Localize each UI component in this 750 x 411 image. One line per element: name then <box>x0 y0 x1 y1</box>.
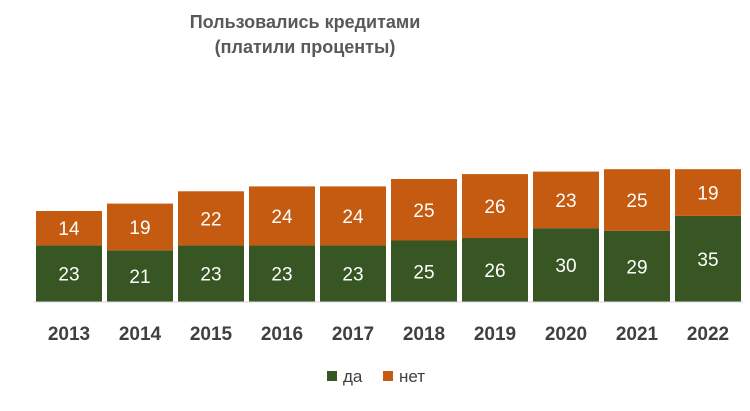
bar-net-2014 <box>107 203 173 251</box>
x-tick-label-2017: 2017 <box>332 324 374 345</box>
data-label-da-2018: 25 <box>413 262 434 283</box>
bar-net-2015 <box>178 191 244 246</box>
bar-net-2022 <box>675 169 741 216</box>
bar-da-2020 <box>533 228 599 302</box>
bar-da-2016 <box>249 245 315 302</box>
data-label-da-2016: 23 <box>271 265 292 286</box>
chart-title: Пользовались кредитами (платили проценты… <box>190 12 421 57</box>
bar-da-2015 <box>178 245 244 302</box>
x-tick-label-2019: 2019 <box>474 324 516 345</box>
data-label-da-2019: 26 <box>484 261 505 282</box>
data-label-net-2017: 24 <box>342 207 364 228</box>
data-label-net-2014: 19 <box>129 218 150 239</box>
x-tick-label-2014: 2014 <box>119 324 162 345</box>
data-label-da-2017: 23 <box>342 265 363 286</box>
bar-net-2013 <box>36 211 102 246</box>
legend: да нет <box>327 367 425 386</box>
x-tick-label-2015: 2015 <box>190 324 233 345</box>
data-label-net-2013: 14 <box>58 219 80 240</box>
data-label-net-2020: 23 <box>555 191 576 212</box>
bar-net-2019 <box>462 174 528 239</box>
bar-net-2020 <box>533 171 599 229</box>
data-label-net-2021: 25 <box>626 191 647 212</box>
legend-swatch-net <box>383 371 393 381</box>
bar-da-2017 <box>320 245 386 302</box>
x-axis-ticks: 2013 2014 2015 2016 2017 2018 2019 2020 2021 2022 <box>48 324 729 345</box>
data-label-net-2019: 26 <box>484 197 505 218</box>
chart-title-line-1: Пользовались кредитами <box>190 12 421 32</box>
bar-net-2016 <box>249 186 315 246</box>
data-label-da-2020: 30 <box>555 256 576 277</box>
legend-label-net: нет <box>399 367 425 386</box>
bar-da-2021 <box>604 230 670 302</box>
bar-net-2021 <box>604 169 670 231</box>
data-label-net-2018: 25 <box>413 201 434 222</box>
bar-net-2018 <box>391 179 457 241</box>
bar-da-2022 <box>675 215 741 302</box>
bars-group: 23 14 21 19 23 22 23 24 23 24 25 25 26 26 30 23 29 25 35 19 <box>36 169 741 302</box>
chart-title-line-2: (платили проценты) <box>215 37 396 57</box>
data-label-da-2015: 23 <box>200 265 221 286</box>
data-label-net-2015: 22 <box>200 209 221 230</box>
x-tick-label-2022: 2022 <box>687 324 729 345</box>
bar-da-2019 <box>462 238 528 302</box>
x-tick-label-2013: 2013 <box>48 324 90 345</box>
bar-da-2013 <box>36 245 102 302</box>
data-label-net-2022: 19 <box>697 184 718 205</box>
data-label-da-2014: 21 <box>129 267 150 288</box>
data-label-da-2013: 23 <box>58 265 79 286</box>
data-label-net-2016: 24 <box>271 207 293 228</box>
x-tick-label-2021: 2021 <box>616 324 659 345</box>
x-tick-label-2020: 2020 <box>545 324 587 345</box>
bar-net-2017 <box>320 186 386 246</box>
x-tick-label-2018: 2018 <box>403 324 445 345</box>
x-tick-label-2016: 2016 <box>261 324 303 345</box>
legend-swatch-da <box>327 371 337 381</box>
data-label-da-2022: 35 <box>697 250 718 271</box>
legend-label-da: да <box>343 367 363 386</box>
bar-da-2018 <box>391 240 457 302</box>
data-label-da-2021: 29 <box>626 257 647 278</box>
bar-da-2014 <box>107 250 173 302</box>
